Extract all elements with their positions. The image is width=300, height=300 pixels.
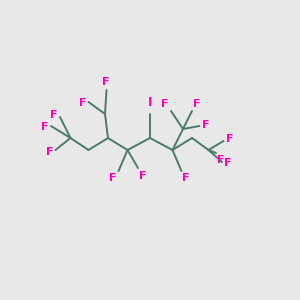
Text: F: F bbox=[139, 171, 146, 181]
Text: F: F bbox=[41, 122, 49, 132]
Text: F: F bbox=[161, 99, 169, 109]
Text: F: F bbox=[218, 155, 225, 165]
Text: F: F bbox=[193, 99, 200, 109]
Text: F: F bbox=[202, 120, 209, 130]
Text: F: F bbox=[182, 173, 190, 183]
Text: F: F bbox=[79, 98, 87, 109]
Text: F: F bbox=[109, 173, 116, 183]
Text: F: F bbox=[226, 134, 233, 145]
Text: I: I bbox=[148, 97, 152, 110]
Text: F: F bbox=[50, 110, 58, 120]
Text: F: F bbox=[102, 77, 109, 87]
Text: F: F bbox=[46, 147, 53, 157]
Text: F: F bbox=[224, 158, 232, 169]
